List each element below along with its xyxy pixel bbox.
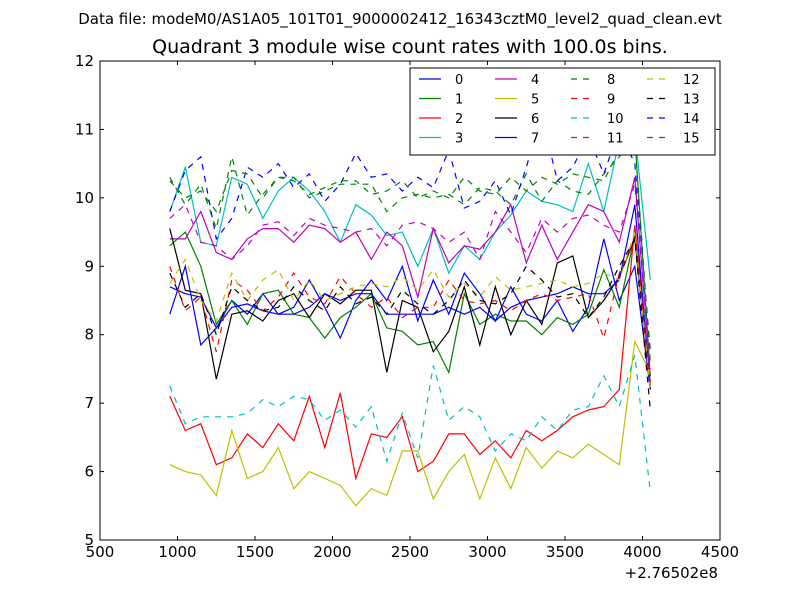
series-lines: [169, 113, 651, 507]
series-line-9: [169, 236, 651, 383]
legend-label-6: 6: [531, 112, 539, 127]
legend-label-11: 11: [607, 132, 624, 147]
series-line-5: [169, 339, 651, 507]
legend-label-12: 12: [683, 73, 700, 88]
legend-label-0: 0: [455, 73, 463, 88]
x-tick-label: 500: [86, 543, 115, 561]
y-tick-label: 11: [75, 120, 94, 138]
legend-label-8: 8: [607, 73, 615, 88]
x-tick-label: 1000: [158, 543, 196, 561]
y-tick-label: 8: [84, 326, 94, 344]
axis-ticks: 500 1000 1500 2000 2500 3000 3500 4000 4500 5 6 7 8 9…: [75, 52, 739, 561]
legend-label-9: 9: [607, 93, 615, 108]
legend-label-2: 2: [455, 112, 463, 127]
series-line-4: [169, 177, 651, 376]
legend-label-10: 10: [607, 112, 624, 127]
x-tick-label: 2500: [391, 543, 429, 561]
series-line-0: [169, 238, 651, 390]
x-tick-label: 4500: [701, 543, 739, 561]
y-tick-label: 5: [84, 531, 94, 549]
series-line-1: [169, 231, 651, 383]
series-line-10: [169, 355, 651, 493]
series-line-7: [169, 204, 651, 390]
x-tick-label: 2000: [313, 543, 351, 561]
x-axis-offset-label: +2.76502e8: [625, 564, 718, 582]
legend-label-14: 14: [683, 112, 700, 127]
series-line-13: [169, 236, 651, 411]
series-line-12: [169, 231, 651, 390]
series-line-2: [169, 225, 651, 481]
figure-suptitle: Data file: modeM0/AS1A05_101T01_90000024…: [78, 10, 722, 28]
legend-box: [409, 67, 716, 156]
y-tick-label: 10: [75, 189, 94, 207]
legend-label-13: 13: [683, 93, 700, 108]
legend-label-1: 1: [455, 93, 463, 108]
x-tick-label: 3000: [468, 543, 506, 561]
legend-label-5: 5: [531, 93, 539, 108]
series-line-14: [169, 113, 651, 352]
y-tick-label: 12: [75, 52, 94, 70]
legend-label-15: 15: [683, 132, 700, 147]
series-line-11: [169, 184, 651, 369]
series-line-3: [169, 132, 651, 281]
x-tick-label: 1500: [236, 543, 274, 561]
x-tick-label: 3500: [546, 543, 584, 561]
y-tick-label: 9: [84, 257, 94, 275]
series-line-8: [169, 134, 651, 376]
y-tick-label: 7: [84, 394, 94, 412]
x-tick-label: 4000: [623, 543, 661, 561]
legend-label-7: 7: [531, 132, 539, 147]
series-line-6: [169, 228, 651, 387]
y-tick-label: 6: [84, 463, 94, 481]
chart-title: Quadrant 3 module wise count rates with …: [152, 36, 668, 58]
legend-label-3: 3: [455, 132, 463, 147]
legend-label-4: 4: [531, 73, 539, 88]
